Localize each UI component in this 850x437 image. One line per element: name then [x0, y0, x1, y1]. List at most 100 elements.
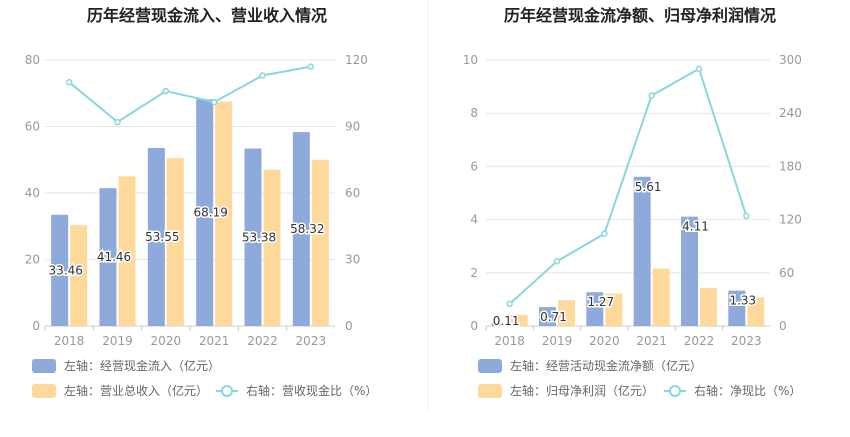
c1-x-tick-label: 2021 — [199, 334, 230, 348]
c2-bar-s1-2019 — [539, 307, 556, 326]
c2-data-label-2018: 0.11 — [493, 314, 520, 328]
c2-x-tick-label: 2018 — [494, 334, 525, 348]
c2-bar-s2-2023 — [747, 297, 765, 326]
c1-bar-s2-2023 — [311, 159, 329, 326]
c2-right-tick-label: 240 — [779, 106, 802, 120]
chart-title-left: 历年经营现金流入、营业收入情况 — [87, 6, 327, 25]
c1-legend-label-3: 右轴：营收现金比（%） — [246, 383, 377, 398]
c1-bar-s2-2020 — [166, 158, 184, 326]
c2-bar-s1-2020 — [586, 292, 604, 326]
c1-line-series — [68, 65, 312, 124]
c1-line-point-2023 — [307, 63, 315, 70]
c1-x-tick-label: 2018 — [54, 334, 85, 348]
c1-bar-s1-2019 — [99, 188, 117, 326]
c2-bar-s2-2018 — [510, 314, 528, 326]
c2-data-label-2022: 4.11 — [682, 220, 709, 234]
c2-legend-swatch-2 — [478, 384, 502, 398]
c1-x-tick-label: 2020 — [151, 334, 182, 348]
c1-line-point-2019 — [114, 118, 121, 126]
c2-data-label-2020: 1.27 — [587, 295, 614, 309]
c1-bar-s2-2022 — [263, 169, 281, 326]
c2-x-tick-label: 2019 — [542, 334, 573, 348]
c2-left-tick-label: 6 — [470, 159, 478, 173]
c2-left-tick-label: 2 — [470, 266, 478, 280]
c1-line-point-2021 — [210, 98, 218, 106]
c1-left-tick-label: 80 — [25, 53, 40, 67]
c2-right-tick-label: 120 — [779, 213, 802, 227]
c1-right-tick-label: 0 — [345, 319, 353, 333]
c2-bar-s1-2018 — [491, 323, 509, 326]
chart-title-right: 历年经营现金流净额、归母净利润情况 — [504, 6, 776, 25]
c2-left-tick-label: 4 — [470, 213, 478, 227]
c1-legend-label-1: 左轴：经营现金流入（亿元） — [64, 358, 220, 373]
c2-right-tick-label: 0 — [779, 319, 787, 333]
c2-x-tick-label: 2021 — [636, 334, 667, 348]
c2-data-label-2021: 5.61 — [635, 180, 662, 194]
c2-line-series — [508, 67, 748, 305]
c1-data-label-2018: 33.46 — [48, 263, 82, 277]
c1-line-point-2018 — [65, 78, 73, 86]
c2-data-label-2019: 0.71 — [540, 310, 567, 324]
c2-legend-label-3: 右轴：净现比（%） — [694, 383, 801, 398]
c1-x-tick-label: 2022 — [247, 334, 278, 348]
c1-right-tick-label: 90 — [345, 120, 360, 134]
c1-data-label-2021: 68.19 — [193, 206, 227, 220]
c1-legend-swatch-2 — [32, 384, 56, 398]
c1-line-point-2020 — [162, 87, 170, 95]
c2-bar-s1-2023 — [728, 290, 746, 326]
c1-x-tick-label: 2023 — [296, 334, 327, 348]
c2-x-tick-label: 2022 — [684, 334, 715, 348]
c1-left-tick-label: 20 — [25, 253, 40, 267]
c1-right-tick-label: 120 — [345, 53, 368, 67]
c2-line-point-2020 — [601, 230, 608, 238]
c1-legend-swatch-1 — [32, 359, 56, 373]
c2-right-tick-label: 60 — [779, 266, 794, 280]
c2-bar-s2-2022 — [700, 287, 717, 326]
c1-left-tick-label: 40 — [25, 186, 40, 200]
c2-bar-s2-2020 — [605, 293, 623, 326]
c1-legend-label-2: 左轴：营业总收入（亿元） — [64, 383, 208, 398]
c2-line-point-2018 — [506, 300, 513, 308]
c1-legend-circle-icon — [221, 385, 233, 397]
c2-bar-s1-2021 — [633, 176, 651, 326]
c2-line-point-2021 — [648, 92, 655, 99]
c1-left-tick-label: 60 — [25, 120, 40, 134]
c1-right-tick-label: 60 — [345, 186, 360, 200]
c2-left-tick-label: 10 — [463, 53, 478, 67]
c2-bar-s1-2022 — [681, 216, 698, 326]
c1-bar-s1-2018 — [51, 214, 69, 326]
c2-x-tick-label: 2023 — [731, 334, 762, 348]
c1-data-label-2020: 53.55 — [145, 230, 179, 244]
c1-line-point-2022 — [259, 72, 266, 79]
c2-right-tick-label: 300 — [779, 53, 802, 67]
c1-bar-s1-2020 — [147, 147, 165, 326]
c1-data-label-2019: 41.46 — [97, 250, 131, 264]
c2-line-point-2023 — [743, 212, 750, 220]
c1-bar-s1-2022 — [244, 148, 262, 326]
c1-bar-s2-2018 — [70, 225, 88, 326]
c2-x-tick-label: 2020 — [589, 334, 620, 348]
c2-left-tick-label: 0 — [470, 319, 478, 333]
c2-bar-s2-2019 — [558, 300, 575, 326]
c1-data-label-2022: 53.38 — [242, 230, 276, 244]
c2-right-tick-label: 180 — [779, 159, 802, 173]
c1-left-tick-label: 0 — [32, 319, 40, 333]
c2-bar-s2-2021 — [652, 268, 670, 326]
c1-bar-s2-2021 — [215, 101, 233, 326]
c2-line-point-2019 — [553, 258, 561, 265]
c1-x-tick-label: 2019 — [102, 334, 133, 348]
c2-left-tick-label: 8 — [470, 106, 478, 120]
c2-legend-label-1: 左轴：经营活动现金流净额（亿元） — [510, 358, 702, 373]
c2-legend-label-2: 左轴：归母净利润（亿元） — [510, 383, 654, 398]
c2-data-label-2023: 1.33 — [729, 294, 756, 308]
c1-right-tick-label: 30 — [345, 253, 360, 267]
c2-line-point-2022 — [695, 65, 703, 73]
c1-bar-s1-2023 — [292, 132, 310, 326]
c1-bar-s2-2019 — [118, 176, 136, 326]
c1-data-label-2023: 58.32 — [290, 222, 324, 236]
c2-legend-circle-icon — [669, 385, 681, 397]
c2-legend-swatch-1 — [478, 359, 502, 373]
c1-bar-s1-2021 — [196, 99, 214, 326]
